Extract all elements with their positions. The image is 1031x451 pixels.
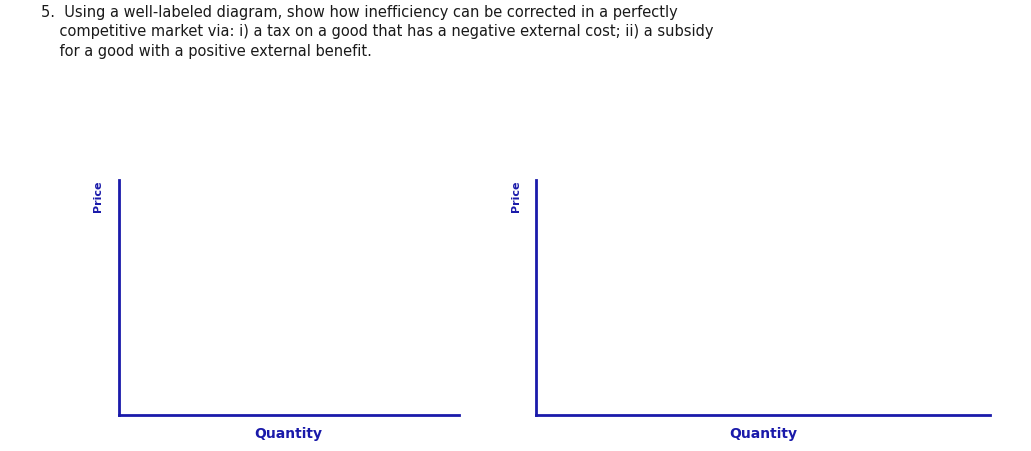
X-axis label: Quantity: Quantity — [255, 426, 323, 440]
X-axis label: Quantity: Quantity — [729, 426, 797, 440]
Text: Price: Price — [93, 180, 103, 212]
Text: Price: Price — [510, 180, 521, 212]
Text: 5.  Using a well-labeled diagram, show how inefficiency can be corrected in a pe: 5. Using a well-labeled diagram, show ho… — [41, 5, 713, 59]
